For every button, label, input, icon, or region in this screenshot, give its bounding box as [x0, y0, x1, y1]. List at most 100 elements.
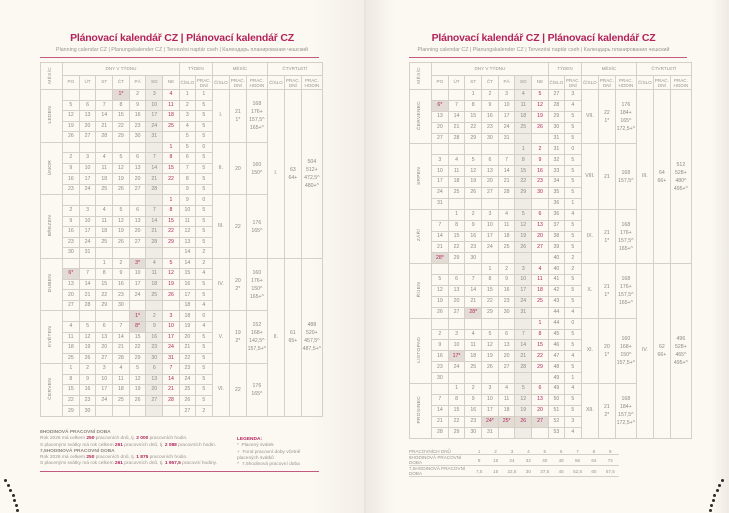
week-row: 26 27 28* 29 30 31 44 4	[410, 306, 692, 319]
day-cell: 28	[431, 426, 449, 439]
legend-text: 7,5hodinová pracovní doba	[241, 462, 300, 468]
day-cell: 11	[531, 274, 549, 287]
day-cell: 17	[128, 278, 147, 291]
week-number: 2	[178, 99, 196, 112]
day-cell: 29	[447, 426, 466, 439]
value: 165^	[251, 391, 263, 398]
value: 1*	[235, 116, 241, 123]
day-cell	[162, 247, 180, 259]
week-work-days: 5	[194, 120, 213, 133]
day-cell: 29	[481, 306, 499, 319]
day-cell: 3	[162, 310, 180, 323]
summary-label: 7,5HODINOVÁ PRACOVNÍ DOBA	[409, 465, 471, 477]
day-cell: 20	[95, 342, 114, 354]
week-work-days: 5	[563, 339, 582, 352]
day-cell: 6	[145, 363, 164, 375]
day-cell	[62, 194, 80, 206]
day-cell: 31	[431, 197, 449, 210]
work-days-header: PRAC. DNÍ	[228, 75, 247, 90]
value: 22	[603, 109, 610, 116]
day-cell	[112, 247, 130, 259]
day-cell: 4	[145, 257, 164, 270]
week-row: 5 6 7 8 9 10 11 41 5	[410, 274, 692, 287]
value: 157,5^	[249, 116, 265, 123]
month-name: ÚNOR	[48, 159, 54, 176]
week-number: 30	[547, 121, 565, 134]
day-cell: 26	[162, 289, 180, 301]
value: 172,5+^	[616, 125, 636, 132]
day-cell: 23	[431, 361, 449, 374]
day-cell: 13	[145, 373, 164, 386]
day-cell: 27	[447, 306, 466, 319]
week-work-days: 5	[563, 295, 582, 308]
day-cell: 9	[431, 339, 449, 352]
day-cell: 21	[95, 120, 114, 133]
work-days-header: PRAC. DNÍ	[283, 75, 302, 90]
day-cell: 6	[481, 154, 499, 167]
day-cell: 26	[112, 236, 130, 249]
week-number: 40	[547, 252, 565, 265]
value: 176	[252, 219, 262, 226]
day-cell: 17	[145, 110, 164, 122]
quarter-number: II.	[266, 257, 285, 417]
binding-hole	[712, 499, 715, 502]
day-cell: 18	[514, 110, 533, 123]
day-cell: 30	[112, 299, 130, 312]
day-cell: 13	[128, 215, 147, 228]
day-cell: 27	[62, 299, 80, 312]
day-cell: 26	[464, 187, 483, 199]
summary-value: 56	[569, 454, 586, 466]
value: 20	[234, 277, 241, 284]
week-number: 19	[178, 321, 196, 333]
text: Rok 2026 má celkem	[40, 455, 87, 461]
week-header: TÝDEN	[178, 62, 213, 76]
day-cell: 10	[145, 99, 164, 112]
day-cell: 16	[78, 384, 97, 396]
week-work-days: 5	[194, 278, 213, 291]
day-cell	[431, 383, 449, 395]
day-cell: 6	[497, 328, 516, 341]
week-work-days: 5	[194, 205, 213, 217]
day-cell	[464, 143, 483, 156]
day-cell: 6	[95, 321, 114, 333]
day-cell	[112, 194, 130, 206]
day-cell: 8	[447, 219, 466, 232]
week-number: 47	[547, 350, 565, 363]
week-number: 53	[547, 426, 565, 439]
value: 495+^	[673, 185, 688, 192]
day-cell: 7	[464, 274, 483, 287]
day-cell	[531, 306, 549, 319]
day-cell: 29	[62, 405, 80, 417]
day-cell: 7	[431, 393, 449, 406]
month-work-days: 20 1*	[597, 317, 616, 385]
day-cell: 5	[514, 383, 533, 395]
day-cell: 1	[162, 141, 180, 154]
day-cell: 12	[514, 393, 533, 406]
day-cell: 18	[95, 173, 114, 185]
week-work-days: 5	[194, 236, 213, 249]
day-cell: 20	[497, 350, 516, 363]
day-cell	[464, 263, 483, 276]
day-cell: 20	[531, 404, 549, 417]
week-number: 9	[178, 183, 196, 196]
day-cell: 11	[95, 215, 114, 228]
day-cell: 10	[481, 393, 499, 406]
day-header: ČT	[112, 75, 130, 90]
day-cell: 23	[481, 121, 499, 134]
week-work-days: 1	[563, 372, 582, 385]
h8-line1: Rok 2026 má celkem 250 pracovních dnů, t…	[40, 436, 225, 442]
summary-value: 72	[602, 454, 619, 466]
week-work-days: 5	[194, 162, 213, 175]
month-number: VI.	[211, 363, 230, 417]
text: S placenými svátky má rok celkem	[40, 442, 115, 448]
day-cell: 21	[162, 384, 180, 396]
week-number: 41	[547, 274, 565, 287]
day-cell: 19	[162, 278, 180, 291]
day-cell: 18	[497, 230, 516, 243]
day-cell: 18	[464, 350, 483, 363]
day-cell: 9	[112, 268, 130, 280]
value: 64+	[288, 174, 298, 181]
day-cell	[62, 310, 80, 323]
legend: LEGENDA: * Placený svátek + Fond pracovn…	[237, 437, 322, 468]
day-cell: 1	[162, 194, 180, 206]
